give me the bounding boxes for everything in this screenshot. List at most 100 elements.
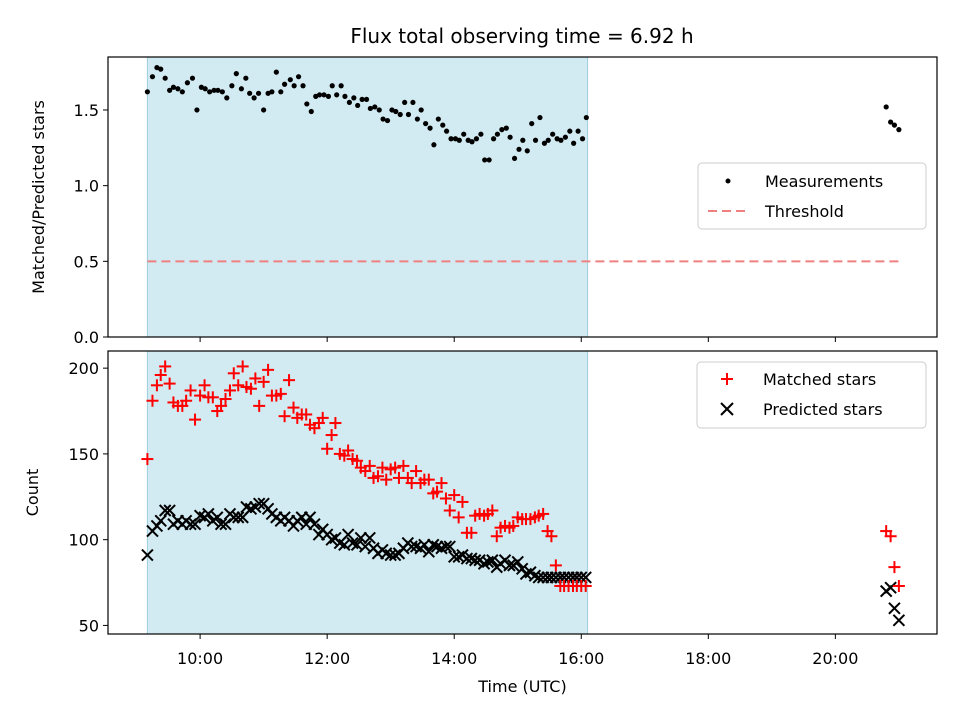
measurement-point [184,80,191,86]
matched-star-point [439,492,452,505]
top-ytick-label: 0.0 [74,328,99,347]
measurement-point [207,89,213,95]
measurement-point [243,75,249,81]
measurement-point [896,127,902,133]
matched-star-point [452,511,465,524]
matched-star-point [329,417,342,430]
bottom-ytick-label: 150 [68,445,99,464]
bottom-legend: Matched stars Predicted stars [696,361,927,429]
matched-star-point [371,470,384,483]
measurement-point [888,119,894,125]
measurement-point [359,96,365,102]
measurement-point [346,99,352,106]
bottom-axes-frame [107,350,938,635]
matched-star-point [316,411,329,424]
predicted-star-point [486,554,499,567]
top-ytick-label: 1.0 [74,177,99,196]
measurement-point [162,75,168,81]
matched-star-point [351,454,364,467]
measurement-point [269,89,275,95]
bottom-xtick-label: 18:00 [685,649,731,668]
matched-star-point [448,489,461,502]
bottom-ytick-label: 50 [79,616,99,635]
bottom-y-ticks: 50 100 150 200 [68,359,108,635]
bottom-xtick-label: 16:00 [558,649,604,668]
matched-star-point [219,393,232,406]
matched-star-point [223,384,236,397]
measurement-point [397,111,403,118]
matched-star-point [198,379,211,392]
legend-marker-matched [721,373,733,385]
predicted-star-point [511,555,524,569]
measurement-point [414,116,420,122]
matched-star-point [884,530,897,543]
measurement-point [224,95,230,101]
bottom-xtick-label: 20:00 [812,649,858,668]
matched-star-point [389,461,402,474]
measurement-point [478,131,484,137]
top-ytick-label: 0.5 [74,252,99,271]
measurement-point [342,93,348,99]
measurement-point [402,99,408,106]
measurement-point [334,92,340,98]
measurement-point [215,87,221,93]
matched-star-point [257,375,270,388]
measurement-point [427,125,433,131]
measurement-point [355,102,361,109]
matched-star-point [443,504,456,517]
bottom-ytick-label: 200 [68,359,99,378]
matched-star-point [274,387,287,400]
top-y-ticks: 0.0 0.5 1.0 1.5 [74,101,108,347]
measurement-point [456,137,462,143]
matched-star-point [422,473,435,486]
measurement-point [229,83,235,89]
measurement-point [380,116,386,122]
predicted-star-point [439,540,453,553]
measurement-points [144,64,902,163]
matched-star-point [490,530,503,543]
matched-star-point [579,579,592,592]
top-x-ticks [199,337,836,342]
matched-star-point [431,485,444,498]
measurement-point [179,89,185,95]
measurement-point [304,101,310,107]
measurement-point [524,148,530,154]
measurement-point [520,137,526,143]
matched-star-point [545,530,558,543]
measurement-point [562,134,568,140]
matched-star-point [262,363,275,376]
measurement-point [295,74,302,80]
predicted-star-point [341,528,355,541]
predicted-star-point [227,511,240,524]
measurement-point [537,114,543,121]
measurement-point [405,111,412,118]
measurement-point [558,137,564,143]
predicted-star-point [163,504,176,517]
predicted-star-point [308,518,321,531]
matched-star-point [300,408,313,421]
measurement-point [461,131,467,137]
measurement-point [158,66,164,72]
top-axes-frame [107,56,938,338]
measurement-point [321,92,327,98]
matched-star-point [465,526,478,539]
measurement-point [448,136,454,142]
bottom-legend-box [696,361,927,429]
predicted-star-point [303,511,317,524]
measurement-point [443,128,450,134]
predicted-star-point [422,545,436,558]
measurement-point [550,131,556,137]
top-panel: 0.0 0.5 1.0 1.5 Matched/Predicted stars Mea… [29,56,938,347]
predicted-star-point [443,540,456,553]
measurement-point [189,75,196,81]
matched-star-point [206,391,219,404]
predicted-star-point [188,518,202,531]
bottom-x-ticks: 10:00 12:00 14:00 16:00 18:00 20:00 [177,634,858,668]
matched-star-point [321,442,334,455]
matched-star-point [486,504,499,517]
matched-star-point [141,453,154,466]
matched-star-point [249,372,262,385]
measurement-point [486,157,492,163]
measurement-point [251,95,257,101]
measurement-point [507,134,513,140]
